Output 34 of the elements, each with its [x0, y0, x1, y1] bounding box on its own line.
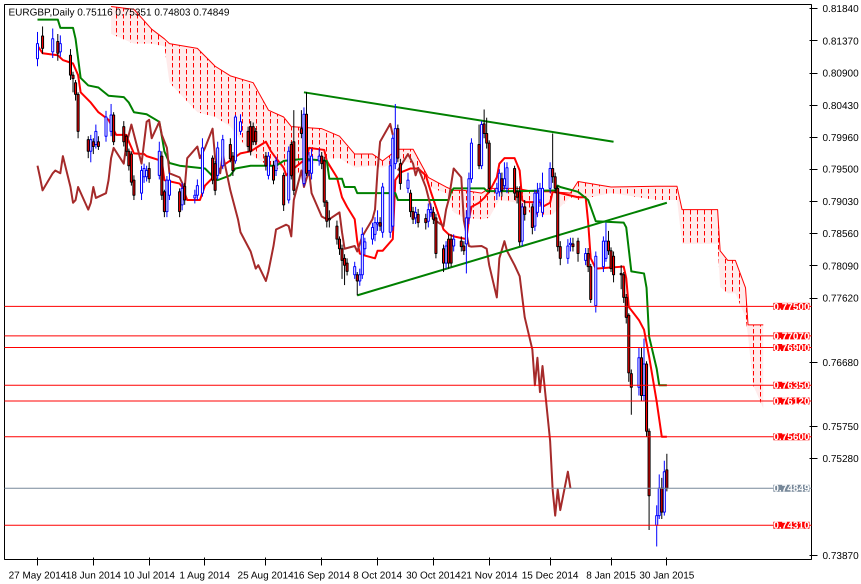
ref-line-label: 0.74849 — [773, 484, 810, 495]
ref-line-label: 0.76120 — [773, 396, 810, 408]
y-tick-label: 0.81370 — [822, 36, 860, 48]
x-tick-label: 18 Jun 2014 — [66, 570, 122, 582]
y-tick-label: 0.78090 — [822, 261, 860, 272]
x-tick-label: 16 Sep 2014 — [293, 570, 351, 582]
x-tick-label: 10 Jul 2014 — [123, 570, 176, 582]
x-tick-label: 25 Aug 2014 — [238, 570, 294, 582]
ref-line-label: 0.75600 — [773, 432, 810, 444]
ref-line-label: 0.77070 — [773, 331, 810, 342]
y-tick-label: 0.77620 — [822, 294, 860, 305]
x-tick-label: 8 Oct 2014 — [353, 570, 402, 582]
ref-line-label: 0.76350 — [773, 380, 810, 392]
y-tick-label: 0.75280 — [822, 454, 860, 466]
y-tick-label: 0.80900 — [822, 68, 860, 80]
y-tick-label: 0.75750 — [822, 422, 860, 433]
y-tick-label: 0.76680 — [822, 358, 860, 370]
x-tick-label: 1 Aug 2014 — [179, 570, 230, 582]
x-tick-label: 21 Nov 2014 — [460, 570, 518, 582]
x-tick-label: 30 Oct 2014 — [406, 570, 462, 582]
y-tick-label: 0.79030 — [822, 196, 860, 208]
x-tick-label: 30 Jan 2015 — [639, 570, 695, 582]
y-tick-label: 0.79960 — [822, 133, 860, 144]
x-tick-label: 8 Jan 2015 — [586, 570, 636, 582]
ref-line-label: 0.76900 — [773, 343, 810, 354]
y-tick-label: 0.80430 — [822, 100, 860, 112]
x-tick-label: 15 Dec 2014 — [522, 570, 579, 582]
y-tick-label: 0.73870 — [822, 550, 860, 562]
ref-line-label: 0.74310 — [773, 520, 810, 532]
x-tick-label: 27 May 2014 — [8, 570, 67, 582]
y-tick-label: 0.78560 — [822, 229, 860, 240]
y-tick-label: 0.81840 — [822, 4, 860, 16]
ref-line-label: 0.77500 — [773, 302, 810, 313]
y-tick-label: 0.79500 — [822, 164, 860, 176]
